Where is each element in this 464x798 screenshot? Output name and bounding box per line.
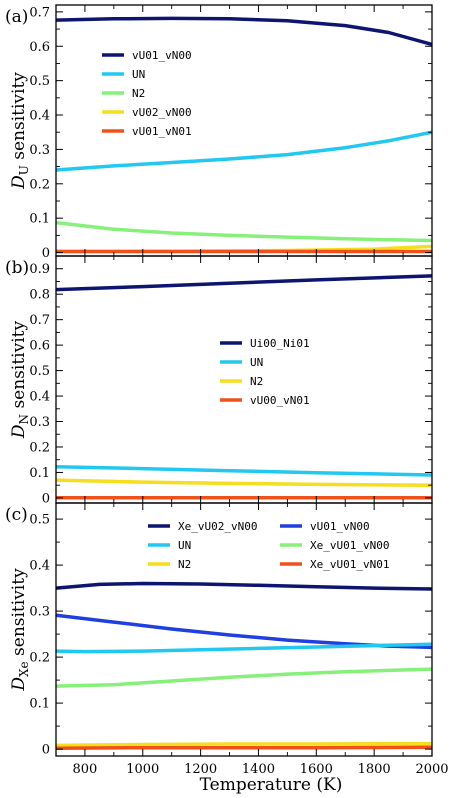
legend-entry: Xe_vU01_vN01 — [310, 558, 389, 571]
y-tick-label: 0.5 — [29, 364, 50, 379]
series-line-n2 — [56, 220, 432, 243]
y-tick-label: 0.5 — [29, 513, 50, 528]
legend-entry: Ui00_Ni01 — [250, 337, 310, 350]
legend-entry: N2 — [250, 375, 263, 388]
x-tick-label: 1200 — [184, 762, 217, 777]
y-tick-label: 0.1 — [29, 697, 50, 712]
y-tick-label: 0.1 — [29, 212, 50, 227]
plot-frame — [55, 255, 433, 504]
y-tick-label: 0.7 — [29, 313, 50, 328]
y-tick-label: 0.2 — [29, 651, 50, 666]
series-line-un — [56, 642, 432, 654]
y-tick-label: 0.6 — [29, 339, 50, 354]
series-line-xe-vu02-vn00 — [56, 581, 432, 591]
panel-label: (a) — [5, 7, 28, 27]
series-line-vu01-vn00 — [56, 613, 432, 650]
legend-entry: vU02_vN00 — [132, 106, 192, 119]
y-tick-label: 0.1 — [29, 466, 50, 481]
x-axis-title: Temperature (K) — [200, 775, 343, 795]
x-tick-label: 1400 — [242, 762, 275, 777]
x-tick-label: 2000 — [415, 762, 448, 777]
y-tick-label: 0.4 — [29, 390, 50, 405]
panel-label: (b) — [5, 258, 29, 278]
legend-entry: UN — [132, 68, 145, 81]
y-axis-title: DN sensitivity — [9, 321, 31, 440]
panel-label: (c) — [5, 505, 28, 525]
series-line-n2 — [56, 478, 432, 487]
series-line-vu01-vn00 — [56, 16, 432, 47]
plot-frame — [55, 502, 433, 757]
legend-entry: Xe_vU01_vN00 — [310, 539, 389, 552]
x-tick-label: 1600 — [300, 762, 333, 777]
y-tick-label: 0.4 — [29, 559, 50, 574]
y-tick-label: 0 — [42, 246, 50, 261]
y-tick-label: 0.8 — [29, 288, 50, 303]
legend-entry: vU01_vN00 — [132, 49, 192, 62]
y-tick-label: 0.5 — [29, 74, 50, 89]
legend-entry: N2 — [178, 558, 191, 571]
y-tick-label: 0.7 — [29, 5, 50, 20]
y-axis-title: DU sensitivity — [9, 72, 31, 190]
series-line-un — [56, 465, 432, 477]
legend-entry: UN — [178, 539, 191, 552]
x-tick-label: 800 — [73, 762, 98, 777]
x-tick-label: 1800 — [358, 762, 391, 777]
panel-b: 0 0.1 0.2 0.3 0.4 0.5 0.6 0.7 0.8 0.9(b) DN sensit… — [5, 255, 433, 506]
y-tick-label: 0.3 — [29, 415, 50, 430]
y-tick-label: 0.3 — [29, 143, 50, 158]
y-tick-label: 0.2 — [29, 177, 50, 192]
legend-entry: vU00_vN01 — [250, 394, 310, 407]
panel-c: 0 0.1 0.2 0.3 0.4 0.5 800 1000 1200 1400 1600 1800 2… — [5, 502, 449, 777]
series-line-ui00-ni01 — [56, 274, 432, 292]
legend-entry: vU01_vN01 — [132, 125, 192, 138]
y-tick-label: 0 — [42, 491, 50, 506]
legend-entry: N2 — [132, 87, 145, 100]
legend-entry: UN — [250, 356, 263, 369]
y-tick-label: 0.4 — [29, 109, 50, 124]
series-line-un — [56, 130, 432, 172]
panel-a: 0 0.1 0.2 0.3 0.4 0.5 0.6 0.7(a) DU sensitivity v… — [5, 4, 433, 261]
legend-entry: Xe_vU02_vN00 — [178, 520, 257, 533]
series-line-xe-vu01-vn00 — [56, 667, 432, 688]
y-tick-label: 0.3 — [29, 605, 50, 620]
y-tick-label: 0.9 — [29, 262, 50, 277]
series-line-xe-vu01-vn01 — [56, 745, 432, 750]
y-axis-title: DXe sensitivity — [9, 568, 31, 692]
x-tick-label: 1000 — [126, 762, 159, 777]
legend-entry: vU01_vN00 — [310, 520, 370, 533]
series-line-n2 — [56, 741, 432, 748]
y-tick-label: 0 — [42, 743, 50, 758]
y-tick-label: 0.2 — [29, 440, 50, 455]
y-tick-label: 0.6 — [29, 40, 50, 55]
